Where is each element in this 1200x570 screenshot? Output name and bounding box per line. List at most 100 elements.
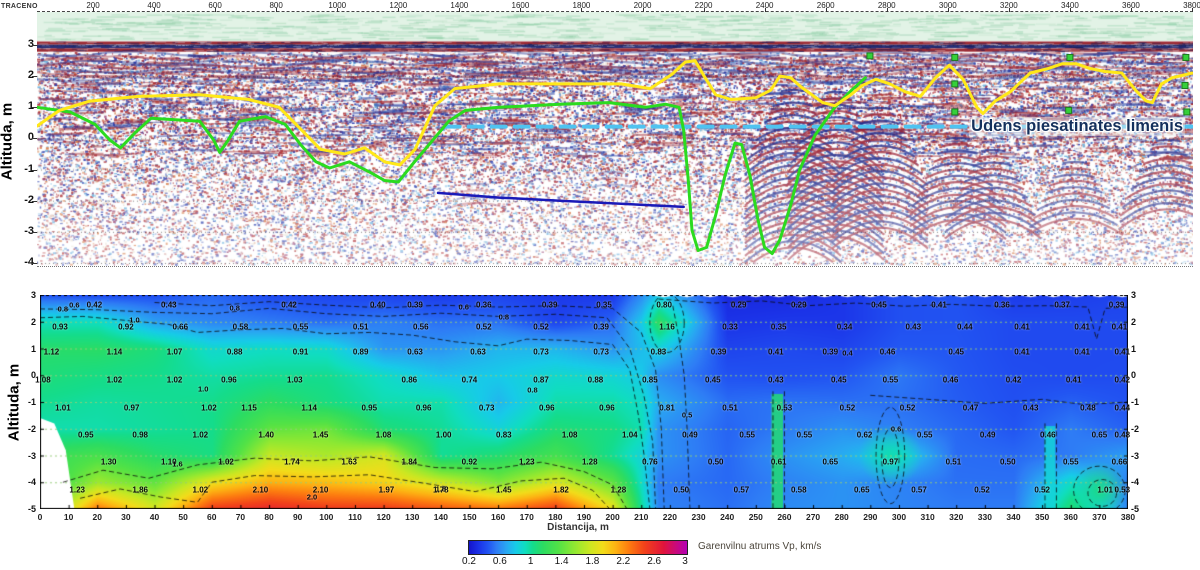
water-level-annotation: Udens piesatinates limenis <box>969 117 1185 136</box>
velocity-y-tick-label-left: 2 <box>30 316 36 327</box>
distance-tick-label: 380 <box>1120 512 1136 522</box>
velocity-y-tick-label-right: 3 <box>1131 290 1137 300</box>
trace-tick-label: 3600 <box>1122 1 1140 10</box>
radargram-y-tick-label: 1 <box>27 100 34 113</box>
traceno-axis-label: TRACENO <box>1 3 38 10</box>
distance-tick-label: 140 <box>433 512 448 522</box>
trace-tick-label: 3000 <box>938 1 957 10</box>
trace-tick-label: 2000 <box>633 1 652 10</box>
distance-tick-label: 180 <box>548 512 563 522</box>
velocity-y-axis-title: Altituda, m <box>5 363 23 442</box>
distance-tick-label: 230 <box>691 512 706 522</box>
radargram-y-tick-label: 2 <box>27 69 34 82</box>
trace-tick-label: 2600 <box>816 1 835 10</box>
velocity-y-tick-label-left: -2 <box>27 423 36 434</box>
velocity-y-tick-label-right: -4 <box>1131 477 1140 488</box>
colorbar-tick-label: 1.8 <box>585 556 600 567</box>
distance-tick-label: 170 <box>519 512 534 522</box>
colorbar-tick-label: 1 <box>527 556 534 567</box>
trace-tick-mark <box>825 8 827 14</box>
distance-tick-label: 110 <box>348 512 362 522</box>
velocity-y-tick-label-left: 3 <box>30 290 36 300</box>
colorbar-tick-label: 2.2 <box>616 556 631 567</box>
distance-tick-label: 0 <box>37 512 43 522</box>
radargram-y-tick-mark <box>32 169 37 171</box>
distance-tick-label: 90 <box>292 512 303 522</box>
trace-tick-mark <box>276 8 278 14</box>
distance-tick-label: 370 <box>1092 512 1107 522</box>
distance-tick-label: 30 <box>121 512 131 522</box>
velocity-y-tick-label-left: -4 <box>27 477 36 488</box>
trace-tick-mark <box>947 8 949 14</box>
trace-tick-label: 1800 <box>572 1 591 10</box>
radargram-y-tick-mark <box>32 107 37 109</box>
trace-tick-mark <box>337 8 339 14</box>
radargram-y-tick-label: -1 <box>24 162 34 175</box>
distance-tick-label: 330 <box>977 512 992 522</box>
distance-tick-label: 290 <box>863 512 878 522</box>
velocity-y-tick-label-right: 1 <box>1131 343 1137 354</box>
radargram-y-tick-mark <box>32 231 37 233</box>
velocity-y-tick-label-left: 1 <box>30 343 36 354</box>
traceno-axis-line <box>37 11 1193 12</box>
trace-tick-label: 3400 <box>1060 1 1079 10</box>
trace-tick-label: 600 <box>208 1 222 10</box>
trace-tick-mark <box>764 8 766 14</box>
distance-tick-label: 10 <box>63 512 74 522</box>
colorbar-tick-label: 1.4 <box>554 556 569 567</box>
trace-tick-mark <box>459 8 461 14</box>
distance-tick-label: 150 <box>462 512 477 522</box>
trace-tick-mark <box>93 8 94 14</box>
trace-tick-mark <box>154 8 156 14</box>
distance-tick-label: 240 <box>720 512 735 522</box>
velocity-y-tick-label-left: 0 <box>30 370 36 381</box>
distance-tick-label: 250 <box>748 512 763 522</box>
trace-tick-label: 2400 <box>755 1 774 10</box>
distance-tick-label: 120 <box>376 512 391 522</box>
radargram-y-tick-label: -3 <box>24 224 34 237</box>
radargram-canvas <box>37 12 1193 266</box>
distance-tick-label: 220 <box>662 512 677 522</box>
velocity-y-tick-label-right: -5 <box>1131 504 1140 514</box>
trace-tick-mark <box>886 8 888 14</box>
colorbar-tick-label: 3 <box>682 556 688 567</box>
radargram-y-axis-title: Altituda, m <box>0 102 16 181</box>
trace-tick-mark <box>703 8 705 14</box>
trace-tick-label: 1600 <box>511 1 530 10</box>
colorbar-tick-label: 0.6 <box>492 556 507 567</box>
distance-tick-label: 320 <box>949 512 964 522</box>
velocity-x-axis-title: Distancija, m <box>547 522 609 533</box>
velocity-y-tick-label-right: -2 <box>1131 423 1140 434</box>
velocity-y-tick-label-right: 2 <box>1131 316 1137 327</box>
trace-tick-label: 1000 <box>328 1 347 10</box>
distance-tick-label: 300 <box>891 512 907 522</box>
distance-tick-label: 190 <box>576 512 592 522</box>
radargram-y-tick-label: -4 <box>24 255 34 268</box>
trace-tick-label: 400 <box>147 1 161 10</box>
distance-tick-label: 260 <box>777 512 792 522</box>
trace-tick-mark <box>215 8 217 14</box>
velocity-y-tick-label-left: -5 <box>27 504 36 514</box>
radargram-y-tick-mark <box>32 200 37 202</box>
colorbar-tick-label: 0.2 <box>462 556 476 567</box>
radargram-y-tick-mark <box>32 76 37 78</box>
colorbar-tick-label: 2.6 <box>647 556 662 567</box>
distance-tick-label: 350 <box>1035 512 1050 522</box>
distance-tick-label: 310 <box>920 512 935 522</box>
velocity-colorbar <box>468 540 688 555</box>
trace-tick-label: 1400 <box>450 1 469 10</box>
distance-tick-label: 100 <box>319 512 334 522</box>
distance-tick-label: 160 <box>491 512 506 522</box>
trace-tick-label: 3200 <box>999 1 1018 10</box>
velocity-y-tick-label-right: -1 <box>1131 397 1140 407</box>
velocity-section-canvas <box>40 295 1128 509</box>
distance-tick-label: 20 <box>92 512 102 522</box>
trace-tick-mark <box>581 8 583 14</box>
trace-tick-label: 2800 <box>877 1 896 10</box>
distance-tick-label: 270 <box>805 512 821 522</box>
distance-tick-label: 40 <box>149 512 160 522</box>
distance-tick-label: 200 <box>605 512 620 522</box>
trace-tick-mark <box>1192 8 1193 14</box>
trace-tick-label: 3800 <box>1183 1 1200 10</box>
velocity-y-tick-label-right: -3 <box>1131 450 1140 461</box>
